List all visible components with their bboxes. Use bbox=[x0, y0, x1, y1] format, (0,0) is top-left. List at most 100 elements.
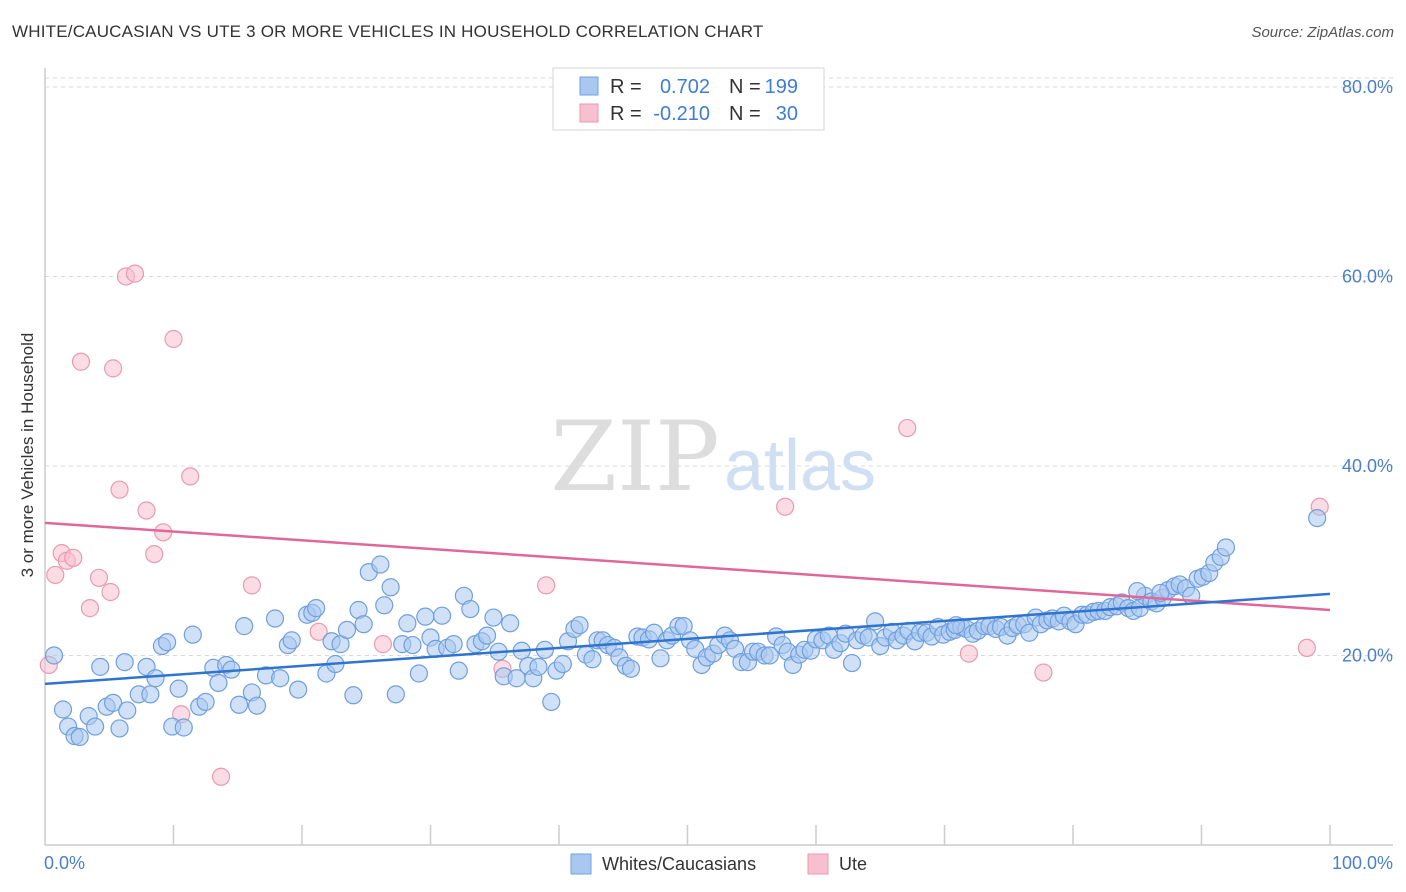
x-ticks bbox=[172, 825, 1331, 845]
ute-point-7 bbox=[89, 568, 109, 587]
ute-point-21 bbox=[309, 622, 328, 641]
white-point-95 bbox=[621, 659, 641, 678]
ute-point-13 bbox=[137, 501, 156, 520]
ute-point-4 bbox=[64, 548, 83, 567]
watermark-zip: ZIP bbox=[550, 401, 719, 513]
white-point-79 bbox=[529, 657, 548, 676]
white-point-58 bbox=[409, 664, 429, 683]
white-point-37 bbox=[282, 631, 301, 650]
white-point-0 bbox=[44, 646, 64, 665]
white-point-119 bbox=[760, 646, 779, 665]
white-points bbox=[44, 508, 1327, 747]
ute-point-25 bbox=[776, 497, 795, 516]
legend-swatch-blue bbox=[579, 76, 599, 96]
legend-n-label-pink: N = bbox=[729, 103, 761, 125]
ute-point-28 bbox=[1034, 663, 1053, 682]
white-point-21 bbox=[174, 718, 193, 737]
legend-top: R = 0.702 N = 199 R = -0.210 N = 30 bbox=[552, 67, 825, 131]
x-tick-label-min: 0.0% bbox=[44, 853, 85, 873]
white-point-49 bbox=[354, 615, 373, 634]
white-point-26 bbox=[209, 673, 228, 693]
ute-trend-line bbox=[44, 521, 1331, 612]
white-point-22 bbox=[183, 625, 202, 644]
trend-lines bbox=[44, 521, 1331, 686]
white-point-24 bbox=[196, 692, 215, 712]
white-point-12 bbox=[118, 701, 137, 720]
white-point-47 bbox=[344, 686, 363, 705]
axes bbox=[44, 68, 1393, 846]
ute-point-27 bbox=[959, 644, 979, 663]
white-point-15 bbox=[141, 685, 160, 704]
white-point-52 bbox=[375, 596, 394, 615]
white-point-20 bbox=[169, 679, 188, 698]
legend-r-value-pink: -0.210 bbox=[653, 103, 710, 125]
source-credit: Source: ZipAtlas.com bbox=[1251, 24, 1394, 41]
y-tick-label-20: 20.0% bbox=[1342, 645, 1393, 665]
white-point-38 bbox=[289, 680, 308, 699]
white-point-1 bbox=[53, 700, 73, 719]
white-point-56 bbox=[398, 614, 417, 633]
white-point-67 bbox=[461, 599, 480, 619]
white-point-198 bbox=[1216, 538, 1236, 557]
ute-point-1 bbox=[46, 565, 65, 585]
white-point-133 bbox=[842, 653, 862, 673]
ute-point-5 bbox=[71, 352, 91, 371]
x-tick-label-max: 100.0% bbox=[1332, 853, 1393, 873]
white-point-54 bbox=[386, 685, 405, 704]
white-point-10 bbox=[110, 719, 129, 738]
ute-point-14 bbox=[145, 544, 164, 564]
chart-title: WHITE/CAUCASIAN VS UTE 3 OR MORE VEHICLE… bbox=[12, 22, 764, 41]
legend-bottom-label-blue: Whites/Caucasians bbox=[602, 854, 756, 874]
ute-point-29 bbox=[1297, 638, 1316, 658]
ute-point-16 bbox=[164, 329, 183, 349]
white-point-62 bbox=[432, 606, 452, 625]
white-point-199 bbox=[1308, 508, 1327, 528]
white-point-11 bbox=[115, 653, 134, 672]
white-point-9 bbox=[104, 693, 123, 712]
legend-n-label-blue: N = bbox=[729, 76, 761, 98]
white-point-59 bbox=[416, 607, 435, 626]
ute-point-20 bbox=[242, 576, 261, 595]
legend-bottom-label-pink: Ute bbox=[839, 854, 867, 874]
legend-bottom-swatch-blue bbox=[570, 853, 592, 875]
legend-swatch-pink bbox=[579, 103, 599, 123]
watermark-atlas: atlas bbox=[724, 426, 876, 506]
ute-point-9 bbox=[104, 359, 123, 378]
white-point-86 bbox=[570, 616, 589, 635]
white-point-35 bbox=[271, 669, 290, 688]
white-point-46 bbox=[337, 620, 357, 640]
white-point-30 bbox=[235, 617, 254, 636]
white-point-81 bbox=[542, 692, 561, 712]
white-point-53 bbox=[381, 578, 400, 597]
white-point-4 bbox=[70, 727, 89, 747]
white-point-83 bbox=[553, 654, 572, 674]
legend-r-label-blue: R = bbox=[610, 76, 642, 98]
ute-point-26 bbox=[898, 418, 917, 438]
white-point-65 bbox=[449, 661, 468, 680]
white-point-41 bbox=[307, 599, 326, 618]
white-point-200 bbox=[1128, 581, 1147, 601]
white-point-100 bbox=[651, 649, 670, 668]
white-point-6 bbox=[86, 717, 105, 736]
white-trend-line bbox=[44, 592, 1331, 686]
y-tick-label-80: 80.0% bbox=[1342, 77, 1393, 97]
watermark: ZIP atlas bbox=[550, 401, 876, 513]
white-point-18 bbox=[157, 633, 177, 652]
legend-bottom-swatch-pink bbox=[807, 853, 829, 875]
white-point-16 bbox=[146, 669, 165, 688]
ute-point-6 bbox=[80, 599, 100, 618]
white-point-34 bbox=[265, 609, 285, 628]
ute-point-19 bbox=[211, 767, 231, 786]
legend-n-value-blue: 199 bbox=[765, 76, 798, 98]
white-point-70 bbox=[477, 626, 497, 645]
white-point-64 bbox=[444, 635, 463, 654]
white-point-74 bbox=[501, 614, 520, 633]
ute-point-24 bbox=[537, 576, 556, 595]
legend-r-label-pink: R = bbox=[610, 103, 642, 125]
white-point-88 bbox=[583, 650, 602, 669]
white-point-57 bbox=[403, 635, 422, 655]
white-point-7 bbox=[91, 657, 110, 676]
white-point-51 bbox=[371, 555, 390, 574]
legend-r-value-blue: 0.702 bbox=[660, 76, 710, 98]
